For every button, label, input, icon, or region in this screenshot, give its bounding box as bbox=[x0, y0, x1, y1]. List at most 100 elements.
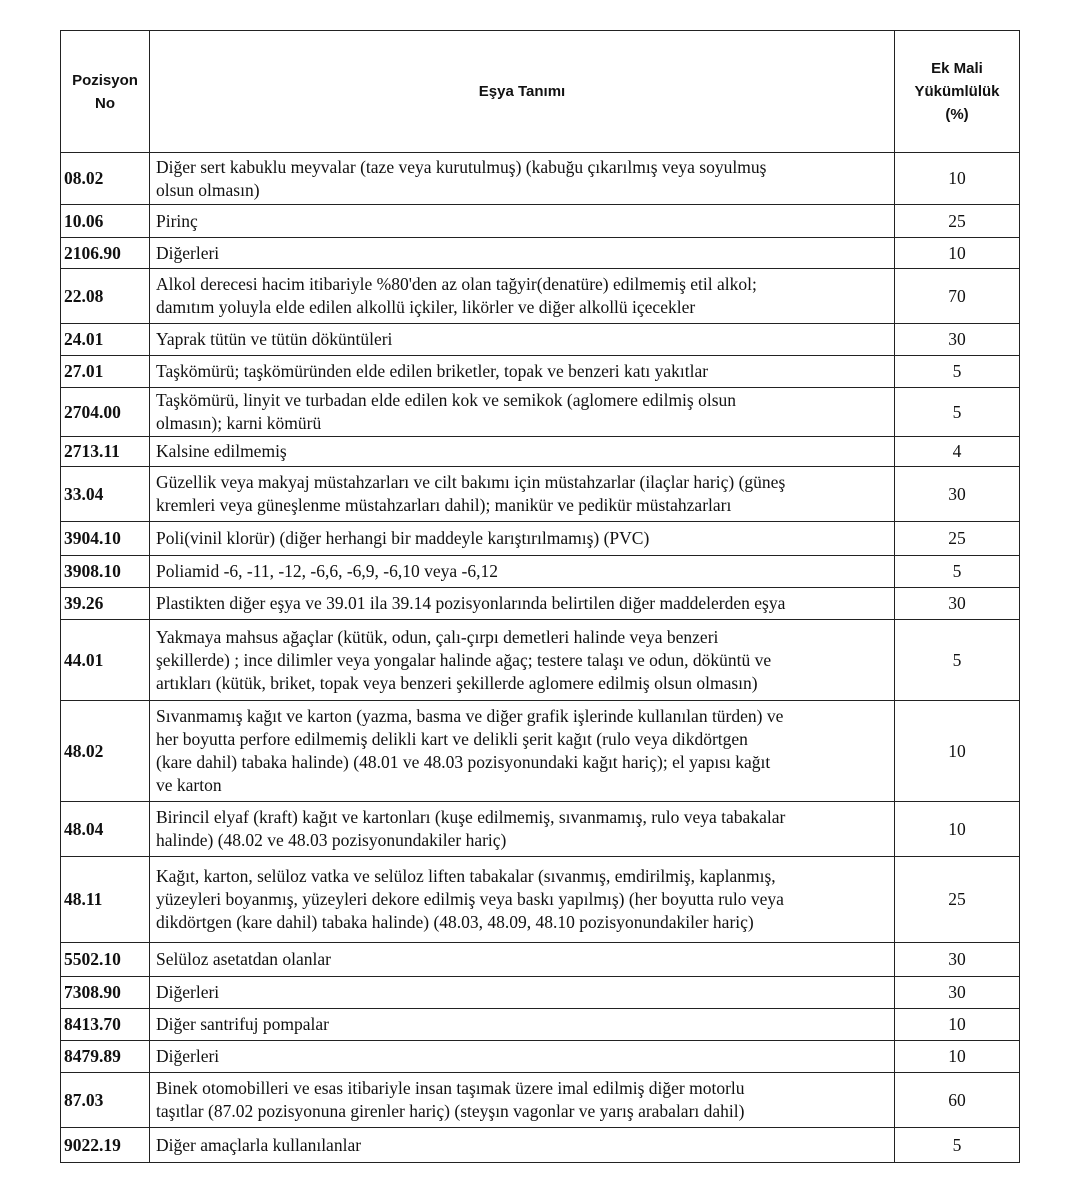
description-line: Poli(vinil klorür) (diğer herhangi bir m… bbox=[156, 528, 650, 548]
position-no: 3904.10 bbox=[60, 521, 150, 556]
position-no: 87.03 bbox=[60, 1072, 150, 1128]
position-no: 33.04 bbox=[60, 466, 150, 522]
table-row: 3908.10 Poliamid -6, -11, -12, -6,6, -6,9… bbox=[60, 555, 1020, 588]
description-line: halinde) (48.02 ve 48.03 pozisyonundakil… bbox=[156, 830, 507, 850]
position-no: 48.11 bbox=[60, 856, 150, 943]
description-line: Kağıt, karton, selüloz vatka ve selüloz … bbox=[156, 866, 776, 886]
description-line: damıtım yoluyla elde edilen alkollü içki… bbox=[156, 297, 696, 317]
table-header-row: Pozisyon No Eşya Tanımı Ek Mali Yükümlül… bbox=[60, 30, 1020, 153]
description: Sıvanmamış kağıt ve karton (yazma, basma… bbox=[149, 700, 895, 802]
table-row: 87.03 Binek otomobilleri ve esas itibariy… bbox=[60, 1072, 1020, 1128]
description: Poli(vinil klorür) (diğer herhangi bir m… bbox=[149, 521, 895, 556]
additional-liability-percent: 30 bbox=[894, 587, 1020, 620]
additional-liability-percent: 60 bbox=[894, 1072, 1020, 1128]
description: Kalsine edilmemiş bbox=[149, 436, 895, 467]
description-line: (kare dahil) tabaka halinde) (48.01 ve 4… bbox=[156, 752, 771, 772]
position-no: 08.02 bbox=[60, 152, 150, 205]
table-row: 48.11 Kağıt, karton, selüloz vatka ve sel… bbox=[60, 856, 1020, 943]
description-line: ve karton bbox=[156, 775, 222, 795]
description-line: Güzellik veya makyaj müstahzarları ve ci… bbox=[156, 472, 786, 492]
position-no: 8413.70 bbox=[60, 1008, 150, 1041]
table-row: 48.02 Sıvanmamış kağıt ve karton (yazma, … bbox=[60, 700, 1020, 802]
position-no: 10.06 bbox=[60, 204, 150, 238]
description-line: Sıvanmamış kağıt ve karton (yazma, basma… bbox=[156, 706, 784, 726]
description: Diğer amaçlarla kullanılanlar bbox=[149, 1127, 895, 1163]
description-line: Diğerleri bbox=[156, 242, 220, 263]
table-row: 2704.00 Taşkömürü, linyit ve turbadan eld… bbox=[60, 387, 1020, 437]
table-row: 8479.89 Diğerleri 10 bbox=[60, 1040, 1020, 1073]
additional-liability-percent: 5 bbox=[894, 619, 1020, 701]
description-line: Diğer amaçlarla kullanılanlar bbox=[156, 1134, 362, 1155]
table-row: 24.01 Yaprak tütün ve tütün döküntüleri 30 bbox=[60, 323, 1020, 356]
description: Güzellik veya makyaj müstahzarları ve ci… bbox=[149, 466, 895, 522]
description-line: dikdörtgen (kare dahil) tabaka halinde) … bbox=[156, 912, 754, 932]
table-row: 2106.90 Diğerleri 10 bbox=[60, 237, 1020, 269]
additional-liability-percent: 10 bbox=[894, 1008, 1020, 1041]
description-line: Yakmaya mahsus ağaçlar (kütük, odun, çal… bbox=[156, 626, 719, 647]
additional-liability-percent: 25 bbox=[894, 521, 1020, 556]
position-no: 3908.10 bbox=[60, 555, 150, 588]
position-no: 2704.00 bbox=[60, 387, 150, 437]
description-line: şekillerde) ; ince dilimler veya yongala… bbox=[156, 649, 772, 670]
position-no: 22.08 bbox=[60, 268, 150, 324]
table-row: 44.01 Yakmaya mahsus ağaçlar (kütük, odun… bbox=[60, 619, 1020, 701]
description-line: her boyutta perfore edilmemiş delikli ka… bbox=[156, 729, 748, 749]
table-row: 8413.70 Diğer santrifuj pompalar 10 bbox=[60, 1008, 1020, 1041]
additional-liability-percent: 5 bbox=[894, 355, 1020, 388]
description-line: taşıtlar (87.02 pozisyonuna girenler har… bbox=[156, 1101, 745, 1121]
position-no: 2106.90 bbox=[60, 237, 150, 269]
description-line: Kalsine edilmemiş bbox=[156, 441, 287, 461]
position-no: 39.26 bbox=[60, 587, 150, 620]
position-no: 44.01 bbox=[60, 619, 150, 701]
description: Diğerleri bbox=[149, 1040, 895, 1073]
description-line: yüzeyleri boyanmış, yüzeyleri dekore edi… bbox=[156, 889, 784, 909]
description-line: olmasın); karni kömürü bbox=[156, 413, 322, 433]
description: Binek otomobilleri ve esas itibariyle in… bbox=[149, 1072, 895, 1128]
description: Diğerleri bbox=[149, 976, 895, 1009]
description-line: Taşkömürü, linyit ve turbadan elde edile… bbox=[156, 390, 737, 410]
description: Taşkömürü, linyit ve turbadan elde edile… bbox=[149, 387, 895, 437]
description-line: Yaprak tütün ve tütün döküntüleri bbox=[156, 329, 393, 349]
description: Pirinç bbox=[149, 204, 895, 238]
description: Diğer santrifuj pompalar bbox=[149, 1008, 895, 1041]
position-no: 2713.11 bbox=[60, 436, 150, 467]
description-line: artıkları (kütük, briket, topak veya ben… bbox=[156, 672, 758, 693]
table-body: 08.02 Diğer sert kabuklu meyvalar (taze v… bbox=[60, 152, 1020, 1163]
description: Diğerleri bbox=[149, 237, 895, 269]
additional-liability-percent: 25 bbox=[894, 204, 1020, 238]
additional-liability-percent: 4 bbox=[894, 436, 1020, 467]
description-line: olsun olmasın) bbox=[156, 179, 260, 200]
table-row: 7308.90 Diğerleri 30 bbox=[60, 976, 1020, 1009]
description: Poliamid -6, -11, -12, -6,6, -6,9, -6,10… bbox=[149, 555, 895, 588]
table-row: 10.06 Pirinç 25 bbox=[60, 204, 1020, 238]
table-row: 22.08 Alkol derecesi hacim itibariyle %80… bbox=[60, 268, 1020, 324]
description-line: Poliamid -6, -11, -12, -6,6, -6,9, -6,10… bbox=[156, 561, 499, 581]
description: Diğer sert kabuklu meyvalar (taze veya k… bbox=[149, 152, 895, 205]
table-row: 5502.10 Selüloz asetatdan olanlar 30 bbox=[60, 942, 1020, 977]
description-line: Diğer sert kabuklu meyvalar (taze veya k… bbox=[156, 156, 767, 177]
additional-liability-percent: 5 bbox=[894, 387, 1020, 437]
description: Yakmaya mahsus ağaçlar (kütük, odun, çal… bbox=[149, 619, 895, 701]
description-line: Pirinç bbox=[156, 210, 198, 231]
table-row: 3904.10 Poli(vinil klorür) (diğer herhang… bbox=[60, 521, 1020, 556]
additional-liability-percent: 10 bbox=[894, 152, 1020, 205]
table-row: 33.04 Güzellik veya makyaj müstahzarları … bbox=[60, 466, 1020, 522]
position-no: 5502.10 bbox=[60, 942, 150, 977]
description-line: Diğerleri bbox=[156, 982, 220, 1002]
table-row: 2713.11 Kalsine edilmemiş 4 bbox=[60, 436, 1020, 467]
description-line: Birincil elyaf (kraft) kağıt ve kartonla… bbox=[156, 807, 786, 827]
table-row: 48.04 Birincil elyaf (kraft) kağıt ve kar… bbox=[60, 801, 1020, 857]
additional-liability-percent: 30 bbox=[894, 323, 1020, 356]
header-additional-liability: Ek Mali Yükümlülük (%) bbox=[894, 30, 1020, 153]
description-line: Taşkömürü; taşkömüründen elde edilen bri… bbox=[156, 361, 709, 381]
additional-liability-percent: 10 bbox=[894, 801, 1020, 857]
description-line: kremleri veya güneşlenme müstahzarları d… bbox=[156, 495, 732, 515]
position-no: 27.01 bbox=[60, 355, 150, 388]
description-line: Selüloz asetatdan olanlar bbox=[156, 949, 331, 969]
tariff-table: Pozisyon No Eşya Tanımı Ek Mali Yükümlül… bbox=[60, 30, 1020, 1163]
description: Taşkömürü; taşkömüründen elde edilen bri… bbox=[149, 355, 895, 388]
description: Alkol derecesi hacim itibariyle %80'den … bbox=[149, 268, 895, 324]
table-row: 39.26 Plastikten diğer eşya ve 39.01 ila … bbox=[60, 587, 1020, 620]
additional-liability-percent: 30 bbox=[894, 942, 1020, 977]
additional-liability-percent: 30 bbox=[894, 976, 1020, 1009]
